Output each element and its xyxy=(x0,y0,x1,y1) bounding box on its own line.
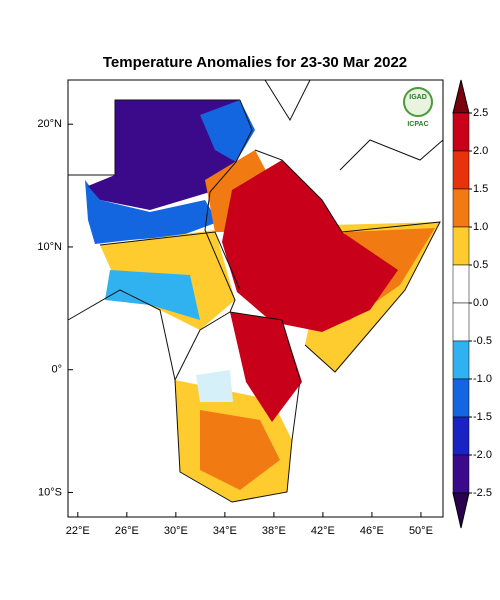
x-tick-label: 46°E xyxy=(360,525,384,537)
colorbar-bin xyxy=(452,150,470,190)
border xyxy=(99,231,241,291)
colorbar-label: -2.0 xyxy=(473,449,492,461)
x-tick-label: 38°E xyxy=(262,525,286,537)
x-tick-label: 30°E xyxy=(164,525,188,537)
warm-area xyxy=(200,410,280,490)
colorbar-label: -1.0 xyxy=(473,373,492,385)
border xyxy=(67,289,233,503)
border xyxy=(174,311,231,381)
x-tick-label: 26°E xyxy=(115,525,139,537)
borders xyxy=(67,79,444,503)
x-tick-label: 34°E xyxy=(213,525,237,537)
colorbar-label: 1.0 xyxy=(473,221,488,233)
cool-area xyxy=(105,270,200,320)
colorbar-label: 2.5 xyxy=(473,107,488,119)
map-frame xyxy=(67,79,444,518)
colorbar-bin xyxy=(452,188,470,228)
map-title: Temperature Anomalies for 23-30 Mar 2022 xyxy=(103,54,407,71)
logo: IGAD ICPAC xyxy=(403,87,433,128)
colorbar-bin xyxy=(452,226,470,266)
colorbar-label: 0.0 xyxy=(473,297,488,309)
border xyxy=(204,99,253,313)
colorbar-arrow xyxy=(452,492,470,529)
colorbar-bin xyxy=(452,416,470,456)
border xyxy=(339,139,444,171)
cold-area xyxy=(85,180,218,244)
colorbar-bin xyxy=(452,264,470,304)
border xyxy=(68,99,240,176)
colorbar-bin xyxy=(452,340,470,380)
cold-area xyxy=(200,100,255,162)
logo-name: IGAD xyxy=(409,94,427,101)
anomaly-field xyxy=(85,100,440,502)
colorbar-bin xyxy=(452,454,470,494)
y-tick-label: 0° xyxy=(51,364,62,376)
logo-emblem xyxy=(403,87,433,117)
colorbar-bin xyxy=(452,112,470,152)
y-tick-label: 10°N xyxy=(37,241,62,253)
colorbar-label: 2.0 xyxy=(473,145,488,157)
x-tick-label: 42°E xyxy=(311,525,335,537)
colorbar-arrow xyxy=(452,79,470,114)
colorbar-label: -1.5 xyxy=(473,411,492,423)
y-tick-label: 10°S xyxy=(38,486,62,498)
colorbar-label: 1.5 xyxy=(473,183,488,195)
colorbar-label: -0.5 xyxy=(473,335,492,347)
colorbar-label: 0.5 xyxy=(473,259,488,271)
logo-org: ICPAC xyxy=(407,121,428,128)
hot-area xyxy=(222,160,398,332)
border xyxy=(254,149,441,373)
colorbar-bin xyxy=(452,302,470,342)
border xyxy=(264,79,311,122)
colorbar-label: -2.5 xyxy=(473,487,492,499)
border xyxy=(229,311,301,503)
lake xyxy=(196,370,233,402)
x-tick-label: 50°E xyxy=(409,525,433,537)
colorbar-bin xyxy=(452,378,470,418)
y-tick-label: 20°N xyxy=(37,118,62,130)
hot-area xyxy=(230,312,302,422)
x-tick-label: 22°E xyxy=(66,525,90,537)
